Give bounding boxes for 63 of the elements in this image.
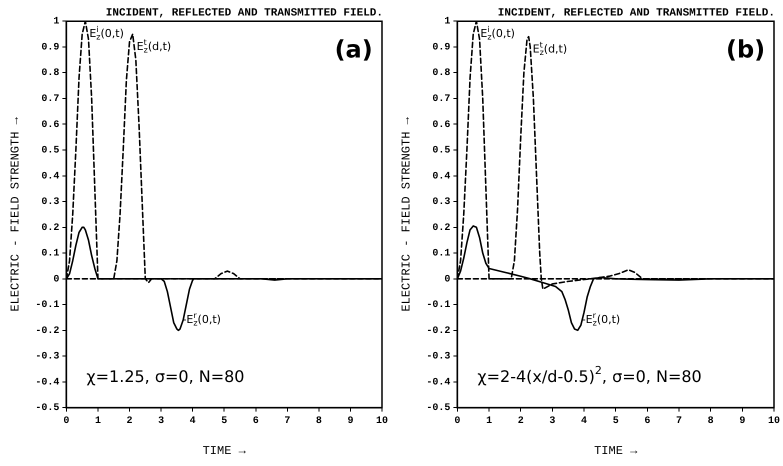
x-tick-label: 7 bbox=[676, 416, 682, 428]
x-axis-title: TIME → bbox=[594, 444, 638, 458]
y-tick-label: 0.4 bbox=[41, 171, 60, 182]
y-tick-label: 0.1 bbox=[432, 248, 450, 260]
y-tick-label: 0.2 bbox=[41, 222, 60, 234]
x-tick-label: 3 bbox=[549, 416, 556, 428]
y-tick-label: -0.3 bbox=[35, 352, 60, 363]
y-tick-label: 0.4 bbox=[432, 171, 450, 182]
y-tick-label: -0.1 bbox=[35, 300, 60, 312]
x-tick-label: 8 bbox=[316, 416, 322, 428]
y-tick-label: 0.3 bbox=[41, 197, 60, 208]
x-tick-label: 9 bbox=[739, 416, 746, 428]
y-tick-label: 0.5 bbox=[41, 146, 60, 157]
y-tick-label: 0.9 bbox=[41, 42, 60, 54]
y-tick-label: 0.7 bbox=[41, 94, 60, 105]
y-tick-label: 0.6 bbox=[432, 120, 450, 131]
chart-title: INCIDENT, REFLECTED AND TRANSMITTED FIELD. bbox=[106, 7, 383, 20]
y-tick-label: -0.1 bbox=[426, 300, 450, 312]
x-tick-label: 9 bbox=[347, 416, 354, 428]
y-tick-label: 0.6 bbox=[41, 120, 60, 131]
y-tick-label: 0.1 bbox=[41, 248, 60, 260]
y-tick-label: 1 bbox=[444, 16, 450, 28]
y-tick-label: -0.2 bbox=[426, 326, 450, 337]
y-tick-label: 0.9 bbox=[432, 42, 450, 54]
y-tick-label: 0.2 bbox=[432, 222, 450, 234]
x-tick-label: 6 bbox=[644, 416, 650, 428]
y-tick-label: -0.3 bbox=[426, 352, 450, 363]
chart-title: INCIDENT, REFLECTED AND TRANSMITTED FIELD. bbox=[498, 7, 775, 20]
x-tick-label: 5 bbox=[612, 416, 619, 428]
x-tick-label: 2 bbox=[126, 416, 133, 428]
y-tick-label: -0.4 bbox=[35, 377, 60, 388]
y-tick-label: 0.8 bbox=[41, 68, 60, 80]
y-tick-label: 1 bbox=[53, 16, 60, 28]
y-axis-title: ELECTRIC - FIELD STRENGTH → bbox=[8, 116, 22, 312]
annotation: (a) bbox=[334, 35, 373, 64]
y-axis-title: ELECTRIC - FIELD STRENGTH → bbox=[399, 116, 414, 312]
x-tick-label: 10 bbox=[376, 416, 388, 428]
y-tick-label: -0.4 bbox=[426, 377, 450, 388]
x-tick-label: 8 bbox=[708, 416, 714, 428]
y-tick-label: 0.5 bbox=[432, 146, 450, 157]
y-tick-label: 0.8 bbox=[432, 68, 450, 80]
x-axis-title: TIME → bbox=[202, 444, 247, 458]
y-tick-label: 0.7 bbox=[432, 94, 450, 105]
y-tick-label: 0.3 bbox=[432, 197, 450, 208]
x-tick-label: 1 bbox=[94, 416, 101, 428]
x-tick-label: 2 bbox=[518, 416, 524, 428]
x-tick-label: 5 bbox=[221, 416, 228, 428]
y-tick-label: 0 bbox=[444, 274, 450, 286]
y-tick-label: -0.2 bbox=[35, 326, 60, 337]
y-tick-label: -0.5 bbox=[426, 403, 450, 414]
x-tick-label: 10 bbox=[768, 416, 780, 428]
x-tick-label: 3 bbox=[158, 416, 164, 428]
x-tick-label: 7 bbox=[284, 416, 290, 428]
x-tick-label: 0 bbox=[454, 416, 460, 428]
x-tick-label: 6 bbox=[252, 416, 259, 428]
x-tick-label: 1 bbox=[486, 416, 492, 428]
y-tick-label: 0 bbox=[53, 274, 60, 286]
y-tick-label: -0.5 bbox=[35, 403, 60, 414]
annotation: χ=1.25, σ=0, N=80 bbox=[86, 366, 244, 386]
x-tick-label: 0 bbox=[63, 416, 70, 428]
x-tick-label: 4 bbox=[190, 416, 196, 428]
annotation: (b) bbox=[726, 35, 766, 64]
x-tick-label: 4 bbox=[581, 416, 588, 428]
